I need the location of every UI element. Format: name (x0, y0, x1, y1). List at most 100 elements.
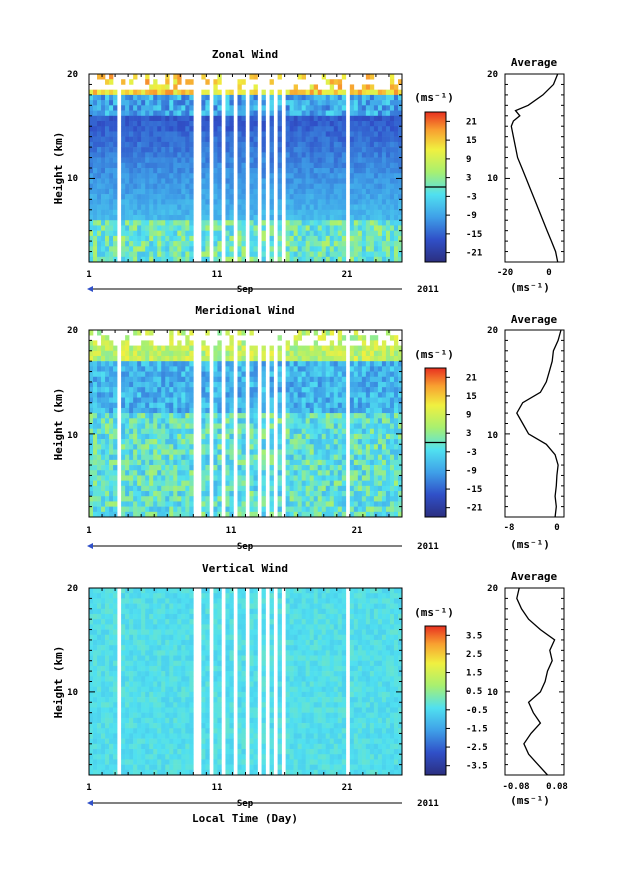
heatmap-cell (169, 215, 174, 221)
heatmap-cell (393, 407, 399, 414)
heatmap-cell (101, 194, 106, 200)
heatmap-cell (341, 407, 347, 414)
heatmap-cell (189, 100, 194, 106)
heatmap-cell (333, 183, 339, 190)
heatmap-cell (289, 491, 294, 497)
heatmap-cell (149, 459, 154, 466)
heatmap-cell (149, 496, 154, 502)
heatmap-cell (201, 246, 206, 252)
heatmap-cell (385, 465, 391, 471)
heatmap-cell (93, 230, 98, 237)
heatmap-cell (297, 428, 302, 435)
heatmap-cell (101, 246, 106, 252)
heatmap-cell (249, 387, 254, 393)
heatmap-cell (145, 491, 150, 497)
heatmap-cell (277, 459, 282, 466)
heatmap-cell (277, 100, 282, 106)
heatmap-cell (229, 89, 234, 96)
heatmap-cell (253, 152, 258, 158)
heatmap-cell (305, 444, 310, 450)
heatmap-cell (369, 115, 375, 122)
heatmap-cell (361, 407, 367, 414)
heatmap-cell (185, 485, 190, 492)
heatmap-cell (113, 345, 118, 352)
heatmap-cell (165, 157, 170, 164)
heatmap-cell (153, 491, 158, 497)
heatmap-cell (201, 168, 206, 174)
heatmap-cell (357, 376, 363, 383)
heatmap-cell (225, 381, 230, 388)
heatmap-cell (305, 204, 310, 211)
heatmap-cell (89, 215, 94, 221)
heatmap-cell (389, 355, 395, 362)
heatmap-cell (277, 439, 282, 445)
heatmap-cell (317, 110, 323, 117)
heatmap-cell (161, 178, 166, 184)
heatmap-cell (249, 480, 254, 487)
heatmap-cell (137, 178, 142, 184)
heatmap-cell (201, 355, 206, 362)
heatmap-cell (165, 413, 170, 419)
heatmap-cell (189, 340, 194, 346)
heatmap-cell (93, 613, 98, 620)
heatmap-cell (97, 256, 102, 263)
heatmap-cell (277, 335, 282, 341)
heatmap-cell (109, 366, 114, 372)
heatmap-cell (253, 136, 258, 143)
x-tick-label: 11 (212, 270, 223, 280)
heatmap-cell (113, 361, 118, 367)
heatmap-cell (313, 204, 319, 211)
heatmap-cell (337, 511, 343, 518)
heatmap-cell (341, 350, 347, 357)
heatmap-cell (113, 194, 118, 200)
heatmap-cell (253, 350, 258, 357)
heatmap-cell (93, 634, 98, 641)
heatmap-cell (105, 496, 110, 502)
heatmap-cell (101, 485, 106, 492)
heatmap-cell (317, 241, 323, 247)
heatmap-cell (373, 392, 379, 398)
heatmap-cell (297, 397, 302, 404)
heatmap-cell (361, 501, 367, 507)
heatmap-cell (293, 475, 298, 481)
heatmap-cell (113, 220, 118, 226)
heatmap-cell (237, 220, 242, 226)
heatmap-cell (205, 371, 210, 378)
heatmap-cell (389, 381, 395, 388)
heatmap-cell (137, 194, 142, 200)
heatmap-cell (365, 152, 371, 158)
heatmap-cell (173, 246, 178, 252)
heatmap-cell (121, 220, 126, 226)
heatmap-cell (357, 246, 363, 252)
heatmap-cell (337, 387, 343, 393)
heatmap-cell (301, 387, 306, 393)
heatmap-cell (313, 371, 319, 378)
heatmap-cell (249, 220, 254, 226)
heatmap-cell (165, 199, 170, 205)
heatmap-cell (125, 126, 130, 132)
heatmap-cell (377, 350, 383, 357)
heatmap-cell (189, 444, 194, 450)
heatmap-cell (101, 152, 106, 158)
heatmap-cell (205, 345, 210, 352)
heatmap-cell (329, 340, 335, 346)
heatmap-cell (177, 157, 182, 164)
heatmap-cell (293, 162, 298, 169)
heatmap-cell (317, 335, 323, 341)
heatmap-cell (297, 366, 302, 372)
heatmap-cell (329, 215, 335, 221)
heatmap-cell (93, 428, 98, 435)
heatmap-cell (301, 330, 306, 336)
heatmap-cell (313, 475, 319, 481)
heatmap-cell (397, 449, 403, 455)
heatmap-cell (305, 361, 310, 367)
heatmap-cell (229, 251, 234, 258)
heatmap-cell (173, 204, 178, 211)
heatmap-cell (169, 251, 174, 258)
heatmap-cell (293, 361, 298, 367)
heatmap-cell (357, 355, 363, 362)
heatmap-cell (177, 459, 182, 466)
heatmap-cell (185, 340, 190, 346)
heatmap-cell (285, 115, 290, 122)
heatmap-cell (293, 251, 298, 258)
